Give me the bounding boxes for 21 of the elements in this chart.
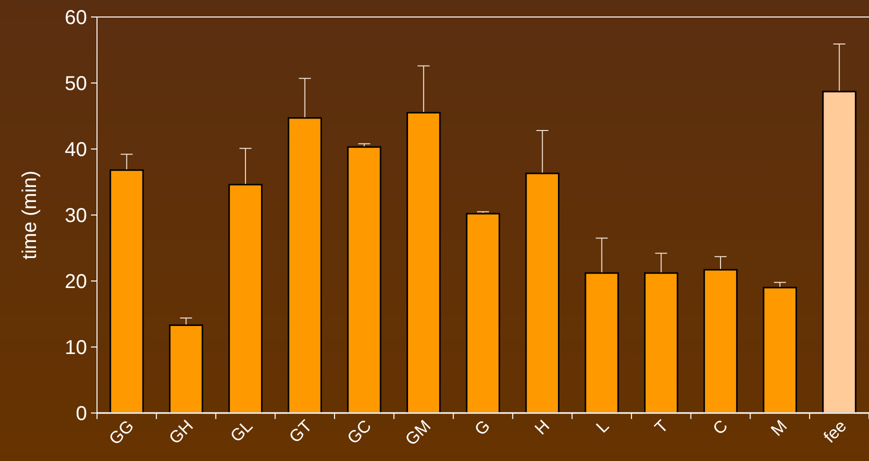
x-tick-label: GG	[105, 416, 138, 449]
x-tick-label: H	[531, 416, 554, 439]
y-tick-label: 20	[64, 271, 87, 293]
y-tick-label: 60	[64, 7, 87, 29]
x-tick-label: fee	[820, 416, 850, 447]
x-tick-label: GH	[165, 416, 197, 448]
x-tick-label: T	[651, 416, 672, 438]
x-tick-label: L	[592, 416, 613, 437]
y-tick-label: 10	[64, 337, 87, 359]
x-tick-label: GM	[402, 416, 434, 450]
x-tick-label: G	[471, 416, 494, 440]
y-tick-label: 0	[76, 403, 87, 425]
x-tick-label: GC	[344, 416, 376, 448]
y-tick-label: 50	[64, 73, 87, 95]
y-tick-label: 40	[64, 139, 87, 161]
x-tick-label: C	[709, 416, 732, 439]
y-axis-title: time (min)	[19, 170, 41, 260]
x-tick-label: M	[767, 416, 791, 440]
x-tick-label: GT	[286, 416, 316, 447]
y-tick-label: 30	[64, 205, 87, 227]
x-tick-label: GL	[226, 416, 256, 446]
